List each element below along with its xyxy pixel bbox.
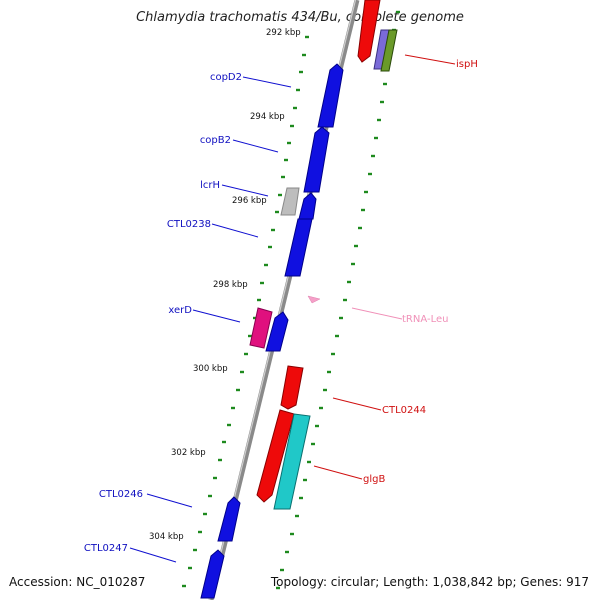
top-red-gene xyxy=(357,0,381,63)
CTL0244-gene xyxy=(280,365,304,410)
glgB-red-gene xyxy=(256,409,295,503)
label-copD2: copD2 xyxy=(210,72,242,83)
scale-label-304: 304 kbp xyxy=(149,532,184,542)
copD2-gene xyxy=(317,63,344,128)
topology-text: Topology: circular; Length: 1,038,842 bp… xyxy=(270,575,589,589)
gene-labels: copD2 copB2 lcrH CTL0238 xerD CTL0246 CT… xyxy=(84,59,478,554)
label-CTL0244: CTL0244 xyxy=(382,405,426,416)
label-tRNA-Leu: tRNA-Leu xyxy=(402,314,448,325)
reverse-strand-features xyxy=(200,0,381,599)
label-lcrH: lcrH xyxy=(200,180,220,191)
xerD-gene xyxy=(249,307,273,349)
map-title: Chlamydia trachomatis 434/Bu, complete g… xyxy=(136,10,464,25)
label-copB2: copB2 xyxy=(200,135,231,146)
lcrH-gene xyxy=(280,187,300,216)
label-xerD: xerD xyxy=(168,305,192,316)
label-CTL0247: CTL0247 xyxy=(84,543,128,554)
label-leaders xyxy=(129,54,456,563)
label-ispH: ispH xyxy=(456,59,478,70)
copB2-gene xyxy=(303,126,330,193)
ispH-gene xyxy=(380,29,398,72)
CTL0246-gene xyxy=(217,496,241,542)
label-CTL0238: CTL0238 xyxy=(167,219,211,230)
scale-label-298: 298 kbp xyxy=(213,280,248,290)
scale-label-296: 296 kbp xyxy=(232,196,267,206)
accession-text: Accession: NC_010287 xyxy=(9,575,146,589)
left-tick-track xyxy=(182,35,309,588)
trna-leu-feature xyxy=(307,295,321,304)
label-glgB: glgB xyxy=(363,474,385,485)
scale-label-300: 300 kbp xyxy=(193,364,228,374)
forward-strand-features xyxy=(273,29,398,510)
glgB-gene xyxy=(273,413,311,510)
scale-label-294: 294 kbp xyxy=(250,112,285,122)
label-CTL0246: CTL0246 xyxy=(99,489,143,500)
CTL0247-gene xyxy=(200,549,225,599)
position-scale: 292 kbp 294 kbp 296 kbp 298 kbp 300 kbp … xyxy=(149,28,301,542)
scale-label-292: 292 kbp xyxy=(266,28,301,38)
CTL0238-gene xyxy=(284,218,313,277)
xerD-orf-b xyxy=(265,311,289,352)
CTL0238-orf-a xyxy=(298,192,317,220)
scale-label-302: 302 kbp xyxy=(171,448,206,458)
